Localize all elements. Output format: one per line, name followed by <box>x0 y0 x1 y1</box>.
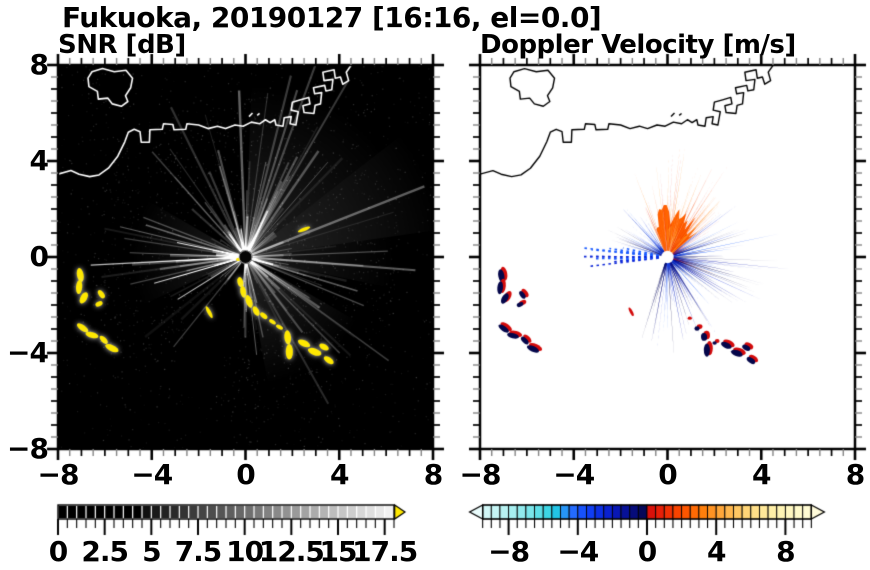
figure-title: Fukuoka, 20190127 [16:16, el=0.0] <box>62 1 602 34</box>
snr-colorbar-label-2.5: 2.5 <box>81 535 129 568</box>
vel-colorbar-label--8: −8 <box>488 535 530 568</box>
snr-colorbar-label-15: 15 <box>319 535 358 568</box>
x-tick-label-left-8: 8 <box>423 458 443 491</box>
x-tick-label-right--8: −8 <box>459 458 502 491</box>
x-tick-label-left--8: −8 <box>37 458 80 491</box>
snr-colorbar-label-12.5: 12.5 <box>258 535 325 568</box>
y-tick-label--4: −4 <box>7 336 49 369</box>
x-tick-label-right--4: −4 <box>553 458 595 491</box>
x-tick-label-right-8: 8 <box>845 458 865 491</box>
panel-title-doppler: Doppler Velocity [m/s] <box>480 30 796 60</box>
snr-colorbar-label-0: 0 <box>48 535 68 568</box>
vel-colorbar-label-8: 8 <box>776 535 795 568</box>
snr-colorbar-label-5: 5 <box>142 535 161 568</box>
vel-colorbar-label-0: 0 <box>637 535 657 568</box>
x-tick-label-left--4: −4 <box>131 458 173 491</box>
panel-title-snr: SNR [dB] <box>58 30 186 60</box>
y-tick-label--8: −8 <box>7 432 49 465</box>
x-tick-label-left-4: 4 <box>330 458 349 491</box>
snr-colorbar-label-7.5: 7.5 <box>174 535 223 568</box>
snr-colorbar-label-10: 10 <box>226 535 264 568</box>
vel-colorbar-label-4: 4 <box>706 535 726 568</box>
snr-colorbar-label-17.5: 17.5 <box>352 535 418 568</box>
y-tick-label-0: 0 <box>29 240 49 273</box>
x-tick-label-right-4: 4 <box>752 458 771 491</box>
y-tick-label-8: 8 <box>29 48 49 81</box>
x-tick-label-right-0: 0 <box>658 458 677 491</box>
vel-colorbar-label--4: −4 <box>557 535 599 568</box>
y-tick-label-4: 4 <box>29 144 49 177</box>
x-tick-label-left-0: 0 <box>236 458 255 491</box>
